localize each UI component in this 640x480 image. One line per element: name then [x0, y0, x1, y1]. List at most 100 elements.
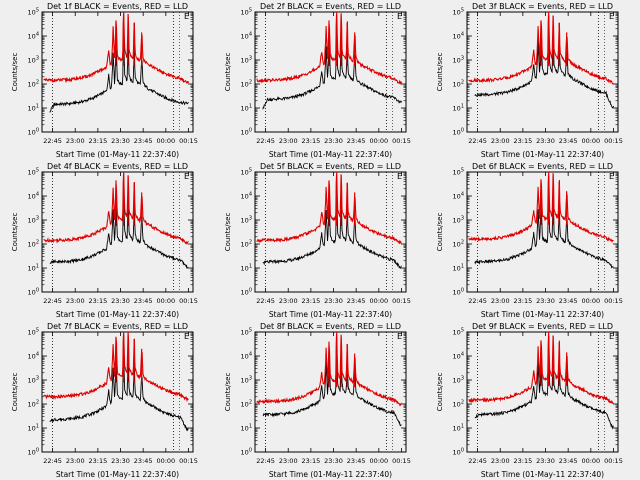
- marker-label: E: [184, 172, 189, 181]
- marker-label: E: [397, 12, 402, 21]
- marker-label: E: [609, 332, 614, 341]
- plot-frame: [41, 171, 194, 293]
- y-tick-label: 105: [241, 328, 252, 337]
- y-tick-label: 104: [28, 352, 39, 361]
- y-tick-label: 101: [241, 264, 252, 273]
- y-tick-label: 103: [28, 376, 39, 385]
- x-tick-label: 23:30: [324, 137, 343, 145]
- y-tick-label: 101: [453, 264, 464, 273]
- detector-panel: Det 5f BLACK = Events, RED = LLD Counts/s…: [224, 162, 411, 319]
- plot-frame: [466, 171, 619, 293]
- x-tick-label: 23:15: [302, 297, 321, 305]
- y-tick-label: 102: [28, 240, 39, 249]
- panel-title: Det 5f BLACK = Events, RED = LLD: [260, 162, 401, 171]
- x-tick-label: 23:00: [491, 457, 510, 465]
- plot-frame: [254, 171, 407, 293]
- y-tick-label: 104: [28, 192, 39, 201]
- x-tick-label: 00:15: [179, 137, 198, 145]
- y-tick-label: 100: [453, 128, 464, 137]
- y-tick-label: 102: [453, 400, 464, 409]
- x-axis-label: Start Time (01-May-11 22:37:40): [269, 470, 392, 479]
- x-tick-label: 23:45: [559, 297, 578, 305]
- x-tick-label: 00:15: [604, 137, 623, 145]
- x-tick-label: 23:30: [536, 297, 555, 305]
- y-tick-label: 102: [241, 240, 252, 249]
- y-axis-label: Counts/sec: [436, 373, 444, 412]
- panel-title: Det 7f BLACK = Events, RED = LLD: [47, 322, 188, 331]
- x-tick-label: 22:45: [43, 137, 62, 145]
- x-tick-label: 23:15: [89, 137, 108, 145]
- marker-label: E: [184, 332, 189, 341]
- y-tick-label: 105: [241, 168, 252, 177]
- x-tick-label: 23:15: [302, 137, 321, 145]
- panel-title: Det 1f BLACK = Events, RED = LLD: [47, 2, 188, 11]
- y-tick-label: 100: [453, 288, 464, 297]
- events-series-line: [474, 15, 614, 109]
- x-tick-label: 23:00: [491, 297, 510, 305]
- events-series-line: [262, 336, 402, 427]
- x-axis-label: Start Time (01-May-11 22:37:40): [269, 150, 392, 159]
- detector-panel: Det 6f BLACK = Events, RED = LLD Counts/s…: [436, 162, 623, 319]
- detector-panel: Det 8f BLACK = Events, RED = LLD Counts/s…: [224, 322, 411, 479]
- y-tick-label: 103: [28, 216, 39, 225]
- y-tick-label: 102: [241, 400, 252, 409]
- y-axis-label: Counts/sec: [224, 53, 232, 92]
- marker-label: E: [397, 172, 402, 181]
- y-axis-label: Counts/sec: [11, 373, 19, 412]
- x-tick-label: 23:45: [559, 457, 578, 465]
- x-tick-label: 23:30: [324, 297, 343, 305]
- y-tick-label: 105: [453, 168, 464, 177]
- events-series-line: [474, 181, 614, 269]
- x-tick-label: 23:00: [279, 457, 298, 465]
- x-tick-label: 00:00: [581, 457, 600, 465]
- y-tick-label: 100: [241, 448, 252, 457]
- x-tick-label: 22:45: [43, 297, 62, 305]
- x-tick-label: 23:30: [536, 137, 555, 145]
- x-axis-label: Start Time (01-May-11 22:37:40): [269, 310, 392, 319]
- x-tick-label: 23:45: [347, 457, 366, 465]
- x-tick-label: 00:00: [156, 137, 175, 145]
- x-tick-label: 22:45: [256, 297, 275, 305]
- x-tick-label: 22:45: [256, 457, 275, 465]
- x-axis-label: Start Time (01-May-11 22:37:40): [481, 470, 604, 479]
- x-tick-label: 23:00: [66, 137, 85, 145]
- x-tick-label: 23:45: [347, 297, 366, 305]
- x-tick-label: 00:00: [581, 297, 600, 305]
- plot-frame: [254, 331, 407, 453]
- y-tick-label: 104: [241, 32, 252, 41]
- x-axis-label: Start Time (01-May-11 22:37:40): [56, 150, 179, 159]
- x-axis-label: Start Time (01-May-11 22:37:40): [481, 150, 604, 159]
- x-tick-label: 23:00: [66, 457, 85, 465]
- panel-title: Det 2f BLACK = Events, RED = LLD: [260, 2, 401, 11]
- marker-label: E: [609, 12, 614, 21]
- x-tick-label: 00:00: [369, 137, 388, 145]
- x-tick-label: 22:45: [468, 297, 487, 305]
- y-tick-label: 103: [241, 376, 252, 385]
- y-tick-label: 105: [28, 168, 39, 177]
- y-tick-label: 100: [241, 128, 252, 137]
- x-tick-label: 00:15: [392, 457, 411, 465]
- y-tick-label: 101: [28, 424, 39, 433]
- x-tick-label: 00:00: [156, 457, 175, 465]
- y-tick-label: 100: [28, 288, 39, 297]
- x-tick-label: 00:15: [392, 137, 411, 145]
- y-tick-label: 104: [241, 352, 252, 361]
- y-tick-label: 102: [453, 80, 464, 89]
- y-tick-label: 101: [453, 104, 464, 113]
- y-tick-label: 100: [453, 448, 464, 457]
- events-series-line: [262, 181, 402, 269]
- detector-panel: Det 1f BLACK = Events, RED = LLD Counts/s…: [11, 2, 198, 159]
- panel-title: Det 4f BLACK = Events, RED = LLD: [47, 162, 188, 171]
- marker-label: E: [397, 332, 402, 341]
- x-tick-label: 23:00: [279, 297, 298, 305]
- x-axis-label: Start Time (01-May-11 22:37:40): [56, 310, 179, 319]
- events-series-line: [474, 336, 614, 430]
- y-axis-label: Counts/sec: [224, 213, 232, 252]
- plot-frame: [466, 11, 619, 133]
- y-tick-label: 100: [28, 448, 39, 457]
- y-tick-label: 100: [241, 288, 252, 297]
- events-series-line: [262, 20, 402, 110]
- y-tick-label: 101: [28, 264, 39, 273]
- x-tick-label: 00:15: [392, 297, 411, 305]
- y-tick-label: 105: [453, 8, 464, 17]
